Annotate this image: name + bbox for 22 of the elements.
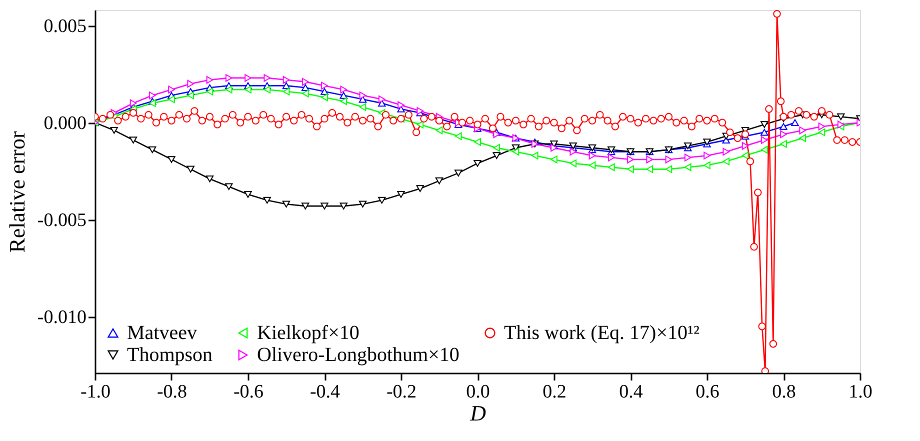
x-tick-label: 0.8 (772, 382, 796, 402)
legend-label: Thompson (127, 344, 213, 366)
legend-label: Kielkopf×10 (257, 322, 360, 344)
x-tick-label: 1.0 (848, 382, 872, 402)
x-tick-label: -1.0 (80, 382, 111, 402)
y-tick-label: -0.010 (37, 307, 86, 328)
y-tick-label: -0.005 (37, 210, 86, 232)
x-axis-title: D (469, 400, 486, 426)
y-axis-title: Relative error (4, 130, 30, 253)
y-tick-label: 0.005 (44, 16, 86, 38)
x-tick-label: 0.4 (619, 382, 644, 402)
x-tick-label: -0.8 (156, 382, 188, 402)
x-tick-label: -0.2 (386, 382, 417, 402)
legend-label: Matveev (127, 322, 197, 344)
x-tick-label: 0.6 (696, 382, 720, 402)
legend-label: This work (Eq. 17)×10¹² (504, 322, 700, 344)
x-tick-label: 0.0 (466, 382, 490, 402)
y-tick-label: 0.000 (44, 113, 86, 134)
x-tick-label: -0.4 (310, 382, 341, 402)
legend-label: Olivero-Longbothum×10 (257, 344, 460, 366)
x-tick-label: 0.2 (542, 382, 566, 402)
x-tick-label: -0.6 (233, 382, 264, 402)
